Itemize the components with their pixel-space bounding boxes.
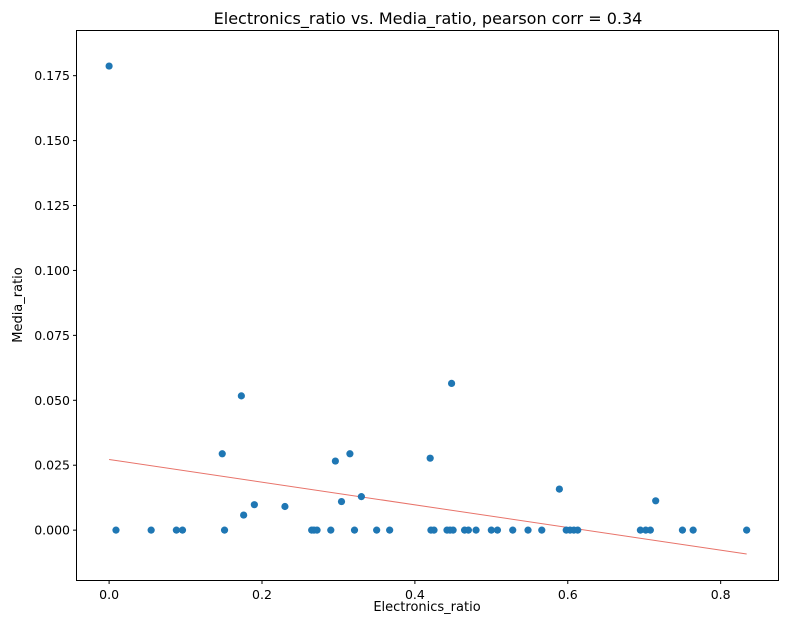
data-point — [574, 526, 582, 534]
y-tick-label: 0.025 — [34, 458, 70, 473]
data-point — [487, 526, 495, 534]
data-point — [524, 526, 532, 534]
data-point — [386, 526, 394, 534]
trend-line-layer — [109, 459, 747, 555]
data-point — [327, 526, 335, 534]
data-point — [350, 526, 359, 534]
data-point — [646, 526, 654, 534]
data-point — [178, 526, 187, 534]
data-point — [357, 493, 365, 501]
data-point — [464, 526, 472, 534]
y-tick-label: 0.100 — [34, 263, 70, 278]
y-tick-label: 0.150 — [34, 133, 70, 148]
data-point — [447, 379, 456, 388]
data-point — [652, 497, 660, 505]
data-point — [449, 526, 457, 534]
data-point — [237, 392, 245, 400]
data-point — [426, 454, 434, 462]
x-tick-label: 0.8 — [711, 587, 731, 602]
data-point — [538, 526, 546, 534]
data-point — [346, 450, 354, 458]
data-point — [172, 526, 180, 534]
data-point — [689, 526, 697, 534]
y-tick-label: 0.175 — [34, 68, 70, 83]
chart-title: Electronics_ratio vs. Media_ratio, pears… — [214, 9, 643, 29]
plot-area-frame — [76, 30, 779, 581]
data-point — [472, 526, 480, 534]
data-point — [331, 457, 339, 465]
data-point — [430, 526, 438, 534]
x-axis-label: Electronics_ratio — [373, 600, 480, 615]
x-tick-label: 0.6 — [558, 587, 578, 602]
data-point — [493, 526, 502, 534]
data-point — [743, 526, 751, 534]
data-point — [373, 526, 381, 534]
data-points-layer — [105, 62, 751, 534]
data-point — [105, 62, 113, 70]
data-point — [281, 502, 289, 511]
x-axis: 0.0 0.2 0.4 0.6 0.8 — [99, 580, 731, 602]
x-tick-label: 0.0 — [99, 587, 119, 602]
y-tick-label: 0.050 — [34, 393, 70, 408]
data-point — [240, 511, 248, 519]
data-point — [218, 450, 226, 458]
y-tick-label: 0.125 — [34, 198, 70, 213]
x-tick-label: 0.4 — [405, 587, 425, 602]
data-point — [112, 526, 120, 534]
y-axis: 0.000 0.025 0.050 0.075 0.100 0.125 0.150 0.175 — [34, 68, 77, 538]
trend-line — [109, 459, 747, 555]
data-point — [220, 526, 229, 534]
data-point — [678, 526, 687, 534]
y-tick-label: 0.000 — [34, 523, 70, 538]
data-point — [509, 526, 517, 534]
data-point — [313, 526, 321, 534]
y-tick-label: 0.075 — [34, 328, 70, 343]
x-tick-label: 0.2 — [252, 587, 272, 602]
data-point — [555, 485, 563, 493]
data-point — [147, 526, 155, 534]
data-point — [250, 501, 258, 509]
data-point — [337, 497, 346, 506]
y-axis-label: Media_ratio — [11, 267, 26, 343]
data-point — [636, 526, 644, 534]
